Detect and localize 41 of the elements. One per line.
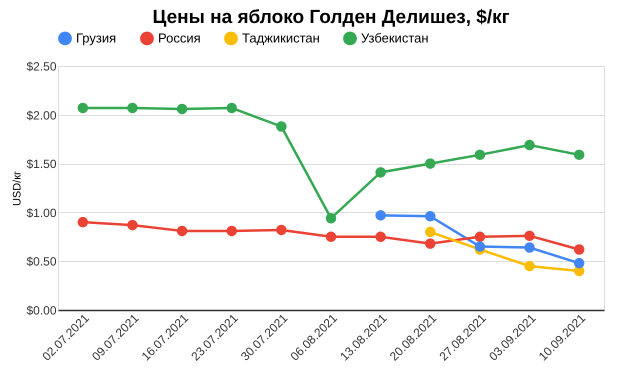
point xyxy=(375,167,386,178)
chart-title: Цены на яблоко Голден Делишез, $/кг xyxy=(152,7,510,28)
point xyxy=(425,226,436,238)
point xyxy=(474,150,486,160)
point xyxy=(326,232,336,242)
point xyxy=(375,210,386,221)
point xyxy=(276,224,287,236)
y-tick-label: $1.50 xyxy=(26,157,57,172)
legend-label: Узбекистан xyxy=(361,30,429,46)
point xyxy=(474,241,486,252)
point xyxy=(425,211,436,222)
point xyxy=(326,213,336,224)
y-axis-title: USD/кг xyxy=(11,170,24,206)
point xyxy=(226,102,237,114)
point xyxy=(226,226,237,236)
y-tick-label: $0.50 xyxy=(26,254,57,269)
point xyxy=(127,220,138,230)
point xyxy=(574,150,584,160)
point xyxy=(425,158,436,169)
point xyxy=(176,104,188,114)
y-tick-label: $2.50 xyxy=(26,60,57,74)
point xyxy=(524,242,535,253)
point xyxy=(78,216,88,228)
point xyxy=(524,230,535,242)
point xyxy=(524,140,535,150)
point xyxy=(425,238,436,249)
point xyxy=(127,102,138,114)
point xyxy=(524,260,535,272)
y-tick-label: $2.00 xyxy=(26,108,57,122)
legend-label: Россия xyxy=(158,30,201,46)
legend-label: Грузия xyxy=(76,30,116,46)
point xyxy=(78,102,88,114)
point xyxy=(574,244,584,255)
legend-label: Таджикистан xyxy=(242,30,320,46)
point xyxy=(276,121,287,132)
point xyxy=(176,226,188,236)
y-tick-label: $0.00 xyxy=(26,304,57,318)
y-tick-label: $1.00 xyxy=(26,206,57,220)
point xyxy=(375,232,386,242)
point xyxy=(574,258,584,268)
point xyxy=(474,232,486,242)
